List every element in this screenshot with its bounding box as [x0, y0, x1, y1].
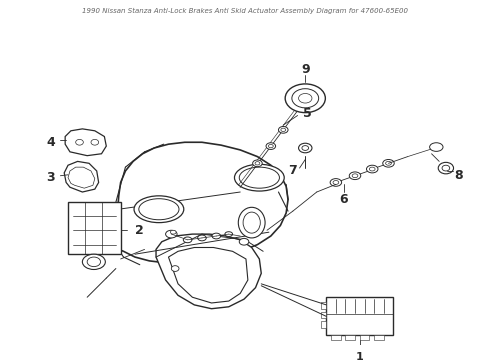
Ellipse shape: [171, 230, 176, 234]
Ellipse shape: [281, 128, 286, 131]
Text: 1990 Nissan Stanza Anti-Lock Brakes Anti Skid Actuator Assembly Diagram for 4760: 1990 Nissan Stanza Anti-Lock Brakes Anti…: [82, 8, 408, 14]
Polygon shape: [65, 129, 106, 156]
Text: 6: 6: [339, 193, 348, 206]
Ellipse shape: [225, 232, 233, 237]
Polygon shape: [112, 142, 288, 263]
Ellipse shape: [212, 233, 220, 239]
Ellipse shape: [298, 143, 312, 153]
Ellipse shape: [430, 143, 443, 151]
Ellipse shape: [285, 84, 325, 113]
Bar: [320, 312, 326, 318]
Ellipse shape: [349, 172, 361, 180]
Text: 2: 2: [135, 224, 144, 237]
Bar: [360, 336, 369, 340]
Ellipse shape: [238, 207, 265, 238]
Bar: [331, 336, 341, 340]
Polygon shape: [169, 247, 248, 303]
Ellipse shape: [139, 199, 179, 220]
Ellipse shape: [383, 159, 394, 167]
Ellipse shape: [166, 230, 177, 238]
Ellipse shape: [298, 94, 312, 103]
Text: 3: 3: [47, 171, 55, 184]
Bar: [320, 302, 326, 309]
Ellipse shape: [239, 238, 249, 245]
Ellipse shape: [197, 235, 206, 241]
Bar: [326, 297, 393, 336]
Ellipse shape: [82, 254, 105, 270]
Ellipse shape: [367, 165, 378, 173]
Ellipse shape: [253, 160, 262, 167]
Text: 4: 4: [47, 136, 55, 149]
Ellipse shape: [91, 139, 98, 145]
Ellipse shape: [172, 266, 179, 271]
Ellipse shape: [75, 139, 83, 145]
Text: 8: 8: [454, 169, 463, 182]
Text: 1: 1: [356, 352, 364, 360]
Ellipse shape: [352, 174, 358, 178]
Polygon shape: [156, 234, 261, 309]
Bar: [320, 321, 326, 328]
Ellipse shape: [333, 180, 339, 184]
Ellipse shape: [235, 164, 284, 191]
Ellipse shape: [87, 257, 100, 267]
Bar: [68, 202, 121, 254]
Ellipse shape: [330, 179, 342, 186]
Ellipse shape: [266, 143, 275, 149]
Ellipse shape: [292, 89, 318, 108]
Ellipse shape: [302, 145, 309, 150]
Ellipse shape: [438, 162, 454, 174]
Ellipse shape: [278, 126, 288, 133]
Ellipse shape: [183, 237, 192, 243]
Ellipse shape: [386, 161, 392, 165]
Ellipse shape: [269, 144, 273, 148]
Text: 5: 5: [303, 107, 312, 120]
Polygon shape: [68, 167, 95, 188]
Ellipse shape: [243, 212, 260, 233]
Polygon shape: [64, 161, 98, 192]
Ellipse shape: [239, 167, 279, 188]
Bar: [345, 336, 355, 340]
Bar: [374, 336, 384, 340]
Ellipse shape: [369, 167, 375, 171]
Text: 7: 7: [289, 165, 297, 177]
Text: 9: 9: [301, 63, 310, 76]
Ellipse shape: [134, 196, 184, 222]
Ellipse shape: [255, 162, 260, 165]
Ellipse shape: [442, 165, 450, 171]
